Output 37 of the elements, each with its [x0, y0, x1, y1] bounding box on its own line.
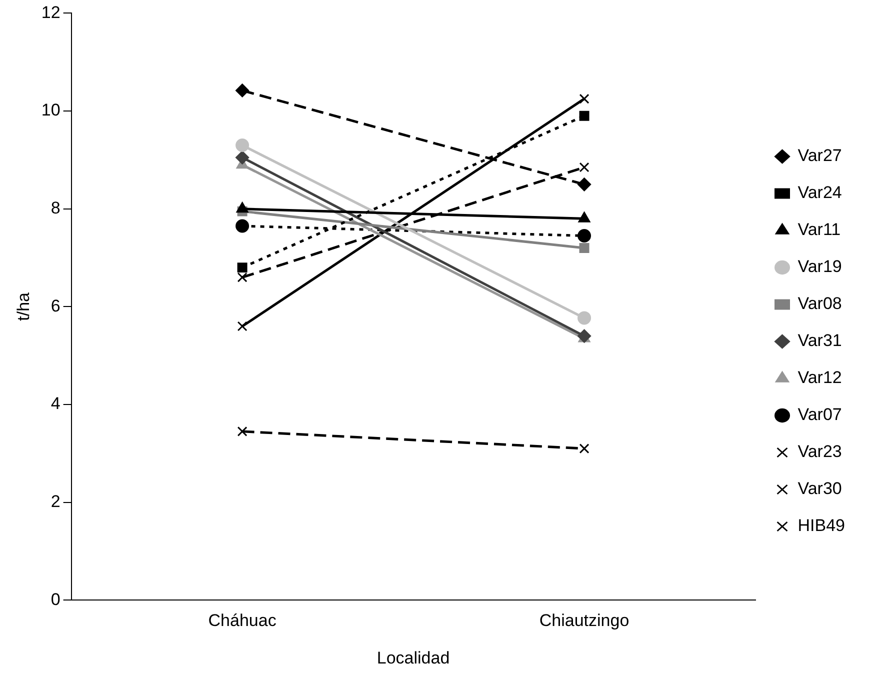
y-tick-label: 0	[50, 590, 60, 609]
y-tick-label: 4	[50, 394, 60, 414]
x-tick-label: Chiautzingo	[539, 611, 630, 630]
legend-label: Var31	[798, 331, 842, 350]
legend-label: Var12	[798, 368, 842, 388]
y-tick-label: 2	[50, 492, 60, 512]
point	[579, 162, 590, 172]
legend-label: HIB49	[798, 516, 845, 536]
legend-label: Var30	[798, 479, 842, 498]
y-tick-label: 12	[41, 2, 60, 22]
x-axis-title: Localidad	[376, 648, 450, 668]
point	[236, 84, 250, 98]
y-tick-label: 6	[50, 296, 60, 316]
legend-label: Var11	[798, 220, 841, 240]
point	[579, 444, 590, 454]
x-tick-label: Cháhuac	[208, 611, 277, 630]
point	[236, 138, 250, 152]
point	[237, 426, 248, 436]
legend-label: Var27	[798, 146, 842, 166]
point	[579, 94, 590, 104]
point	[237, 321, 248, 332]
point	[578, 178, 592, 192]
point	[578, 311, 592, 325]
legend-label: Var07	[798, 405, 842, 424]
point	[237, 262, 248, 273]
legend-label: Var24	[798, 183, 842, 202]
legend-label: Var08	[798, 294, 842, 314]
point	[578, 229, 592, 243]
y-tick-label: 10	[41, 100, 60, 120]
legend-label: Var23	[798, 442, 842, 462]
legend-label: Var19	[798, 257, 842, 276]
point	[236, 219, 250, 233]
y-tick-label: 8	[50, 198, 60, 218]
point	[579, 243, 590, 253]
point	[237, 272, 248, 282]
y-axis-title: t/ha	[14, 292, 33, 321]
point	[579, 110, 590, 121]
